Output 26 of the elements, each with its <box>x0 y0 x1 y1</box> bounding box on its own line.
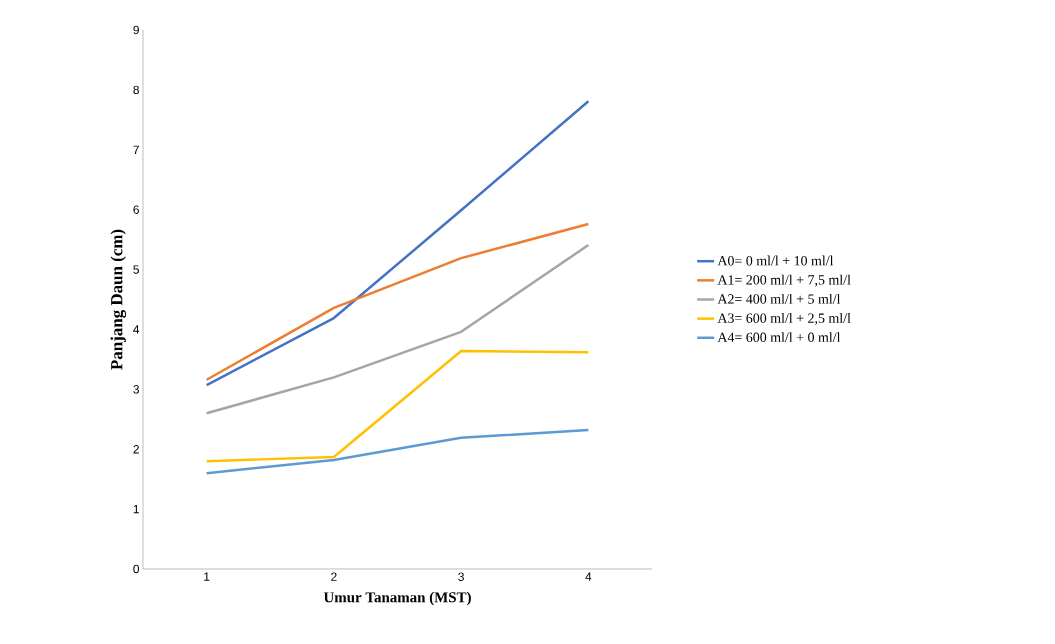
x-tick-label: 3 <box>458 572 464 581</box>
y-tick-label: 8 <box>133 85 139 95</box>
line-series <box>205 428 590 475</box>
x-axis-title: Umur Tanaman (MST) <box>323 591 471 606</box>
y-tick-label: 9 <box>133 25 139 35</box>
line-series <box>205 100 590 387</box>
y-axis-title: Panjang Daun (cm) <box>110 229 126 370</box>
legend-label: A3= 600 ml/l + 2,5 ml/l <box>717 313 851 325</box>
y-tick-label: 4 <box>133 325 140 334</box>
x-tick-label: 2 <box>331 572 337 581</box>
y-tick-label: 2 <box>133 445 139 454</box>
legend-label: A1= 200 ml/l + 7,5 ml/l <box>717 274 851 287</box>
legend-label: A2= 400 ml/l + 5 ml/l <box>717 293 841 304</box>
y-tick-label: 5 <box>133 265 139 274</box>
legend-label: A0= 0 ml/l + 10 ml/l <box>717 255 834 266</box>
legend-label: A4= 600 ml/l + 0 ml/l <box>717 332 841 343</box>
y-tick-label: 6 <box>133 205 139 214</box>
line-series <box>205 222 590 381</box>
y-tick-label: 7 <box>133 145 139 154</box>
y-tick-label: 3 <box>133 385 139 394</box>
y-tick-label: 0 <box>133 564 140 574</box>
line-series <box>205 349 590 463</box>
y-tick-label: 1 <box>133 504 139 514</box>
line-series <box>205 243 590 415</box>
x-tick-label: 1 <box>204 572 210 581</box>
x-tick-label: 4 <box>585 572 592 581</box>
